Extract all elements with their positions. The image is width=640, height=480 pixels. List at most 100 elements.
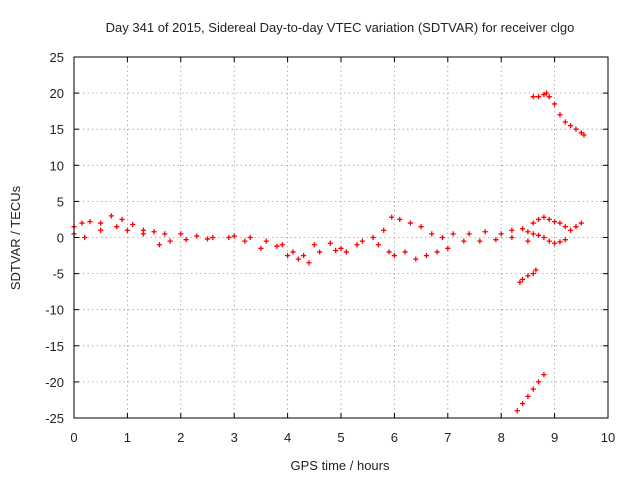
data-point xyxy=(290,249,296,255)
data-point xyxy=(578,130,584,136)
y-axis-label: SDTVAR / TECUs xyxy=(8,185,23,290)
data-point xyxy=(140,231,147,237)
data-point xyxy=(397,216,403,223)
data-point xyxy=(439,234,446,241)
x-tick-label: 6 xyxy=(391,430,398,445)
axis-ticks: 0 1 2 3 4 5 6 7 8 9 10 -25 -20 -15 -10 -5 0 5 10 15 20 25 xyxy=(45,50,615,445)
x-tick-label: 0 xyxy=(70,430,77,445)
data-point xyxy=(162,231,168,237)
grid xyxy=(74,57,608,418)
data-point xyxy=(530,271,536,277)
series-late-mid-segment xyxy=(517,267,539,285)
y-tick-label: -20 xyxy=(45,375,64,390)
series-late-top-segment xyxy=(530,90,587,138)
data-point xyxy=(530,94,536,100)
data-point xyxy=(509,234,515,241)
data-point xyxy=(535,216,542,223)
data-point xyxy=(98,227,104,233)
data-point xyxy=(493,237,499,243)
data-point xyxy=(546,216,552,223)
data-point xyxy=(535,94,542,100)
data-point xyxy=(423,252,430,259)
data-point xyxy=(557,220,563,226)
data-point xyxy=(413,256,419,262)
x-tick-label: 1 xyxy=(124,430,131,445)
y-tick-label: 5 xyxy=(57,194,64,209)
x-axis-label: GPS time / hours xyxy=(291,458,390,473)
series-main-band-lower xyxy=(71,224,515,266)
data-point xyxy=(279,242,285,248)
data-point xyxy=(119,216,125,223)
data-point xyxy=(562,237,568,243)
data-point xyxy=(525,273,531,279)
data-point xyxy=(525,393,531,399)
data-point xyxy=(418,224,424,230)
data-point xyxy=(183,237,189,243)
y-tick-label: 25 xyxy=(50,50,64,65)
series-late-upper-cluster xyxy=(525,214,584,244)
data-point xyxy=(519,226,526,232)
data-point xyxy=(482,229,488,235)
data-point xyxy=(541,234,547,241)
data-point xyxy=(375,242,381,248)
data-point xyxy=(562,224,568,230)
data-point xyxy=(381,227,387,233)
data-point xyxy=(461,238,467,244)
data-point xyxy=(343,249,349,255)
data-point xyxy=(226,234,232,241)
data-point xyxy=(434,249,440,255)
data-point xyxy=(301,252,307,259)
data-point xyxy=(573,126,579,132)
data-point xyxy=(210,234,216,241)
data-point xyxy=(525,238,531,244)
y-tick-label: -10 xyxy=(45,303,64,318)
data-point xyxy=(359,238,365,244)
x-tick-label: 5 xyxy=(337,430,344,445)
x-tick-label: 4 xyxy=(284,430,291,445)
data-point xyxy=(562,119,568,125)
data-point xyxy=(581,132,587,138)
data-series xyxy=(71,90,587,414)
data-point xyxy=(530,386,536,392)
data-point xyxy=(338,245,344,251)
y-tick-label: 10 xyxy=(50,158,64,173)
data-point xyxy=(552,219,558,225)
data-point xyxy=(519,400,526,407)
data-point xyxy=(445,245,451,251)
data-point xyxy=(389,214,395,220)
data-point xyxy=(530,220,536,226)
data-point xyxy=(124,227,130,233)
data-point xyxy=(402,249,408,255)
data-point xyxy=(231,233,237,239)
data-point xyxy=(167,238,173,244)
y-tick-label: -5 xyxy=(52,267,64,282)
data-point xyxy=(82,234,88,241)
data-point xyxy=(519,276,526,282)
data-point xyxy=(156,242,163,248)
data-point xyxy=(578,220,584,226)
x-tick-label: 7 xyxy=(444,430,451,445)
y-tick-label: 20 xyxy=(50,86,64,101)
data-point xyxy=(552,240,558,246)
data-point xyxy=(543,90,550,96)
data-point xyxy=(79,220,85,226)
data-point xyxy=(533,267,539,273)
x-tick-label: 8 xyxy=(498,430,505,445)
data-point xyxy=(87,219,93,225)
y-tick-label: -25 xyxy=(45,411,64,426)
data-point xyxy=(306,260,312,266)
data-point xyxy=(407,220,414,226)
data-point xyxy=(568,227,574,233)
data-point xyxy=(242,238,248,244)
series-late-bottom-segment xyxy=(514,372,547,414)
data-point xyxy=(509,227,515,233)
data-point xyxy=(552,101,558,107)
data-point xyxy=(370,234,376,241)
x-tick-label: 2 xyxy=(177,430,184,445)
data-point xyxy=(354,242,360,248)
chart-title: Day 341 of 2015, Sidereal Day-to-day VTE… xyxy=(106,20,575,35)
data-point xyxy=(466,231,472,237)
data-point xyxy=(541,372,547,378)
data-point xyxy=(285,252,291,259)
data-point xyxy=(98,220,104,226)
